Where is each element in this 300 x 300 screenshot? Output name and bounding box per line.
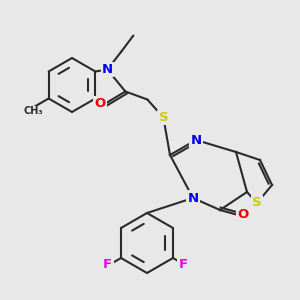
Text: F: F (179, 257, 188, 271)
Text: S: S (252, 196, 262, 209)
Text: N: N (102, 63, 113, 76)
Text: O: O (95, 97, 106, 110)
Text: F: F (103, 257, 112, 271)
Text: S: S (159, 111, 168, 124)
Text: N: N (190, 134, 202, 146)
Text: N: N (188, 191, 199, 205)
Text: O: O (237, 208, 249, 221)
Text: CH₃: CH₃ (23, 106, 43, 116)
